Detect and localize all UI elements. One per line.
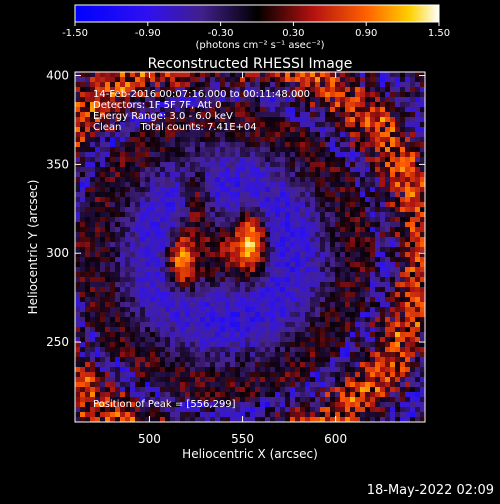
colorbar-tick-label: 0.30 [282,28,304,39]
annotation-time-range: 14-Feb-2016 00:07:16.000 to 00:11:48.000 [93,89,310,100]
annotation-detectors: Detectors: 1F 5F 7F, Att 0 [93,100,221,111]
y-tick-label: 300 [46,246,69,260]
colorbar-unit-label: (photons cm⁻² s⁻¹ asec⁻²) [195,40,324,51]
annotation-energy-range: Energy Range: 3.0 - 6.0 keV [93,111,233,122]
colorbar-tick-label: 1.50 [428,28,450,39]
annotation-counts: Clean Total counts: 7.41E+04 [93,122,257,133]
colorbar-tick-label: 0.90 [355,28,377,39]
y-axis-label: Heliocentric Y (arcsec) [26,180,40,315]
peak-position-label: Position of Peak = [556,299] [93,399,236,410]
x-tick-label: 600 [324,432,347,446]
x-tick-label: 500 [138,432,161,446]
axis-ticks: 500 550 600 250 300 350 400 [46,69,425,446]
chart-title: Reconstructed RHESSI Image [148,56,353,72]
colorbar-ticks: -1.50 -0.90 -0.30 0.30 0.90 1.50 [62,22,450,39]
y-tick-label: 400 [46,69,69,83]
y-tick-label: 250 [46,335,69,349]
colorbar-tick-label: -0.30 [208,28,234,39]
y-tick-label: 350 [46,157,69,171]
colorbar-tick-label: -0.90 [135,28,161,39]
heatmap-image [75,72,425,422]
colorbar [74,4,440,23]
colorbar-tick-label: -1.50 [62,28,88,39]
plot-frame [74,71,426,423]
footer-date: 18-May-2022 02:09 [367,483,494,498]
x-tick-label: 550 [231,432,254,446]
x-axis-label: Heliocentric X (arcsec) [182,447,318,461]
